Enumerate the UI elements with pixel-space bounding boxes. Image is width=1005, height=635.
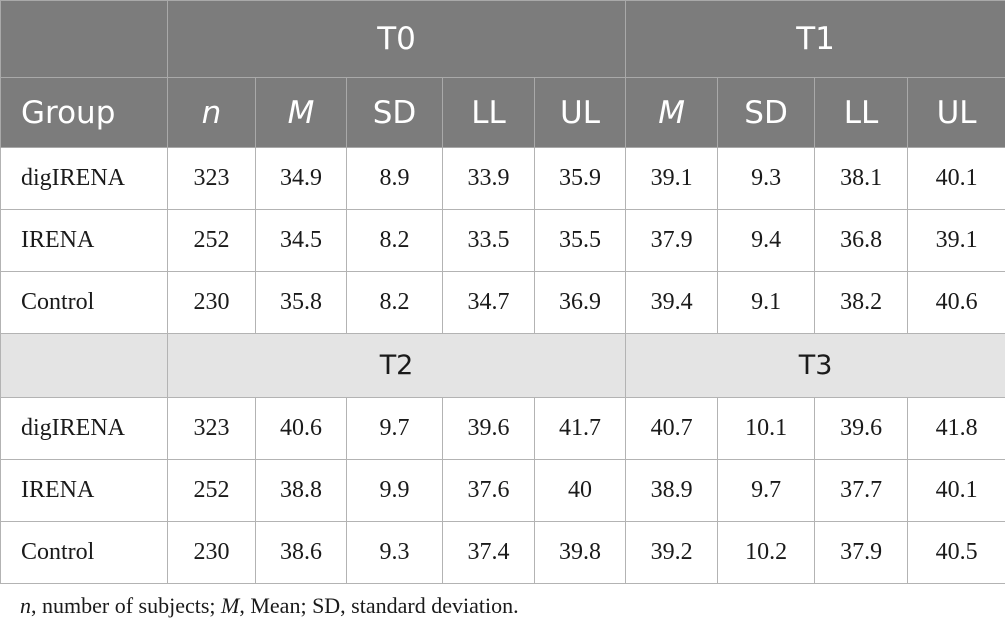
group-cell: digIRENA (0, 397, 168, 460)
col-header-t0-ll: LL (442, 77, 535, 148)
t1-ul-cell: 39.1 (907, 209, 1005, 272)
footnote-n-description: , number of subjects; (31, 593, 222, 618)
t1-sd-cell: 9.3 (717, 147, 816, 210)
t2-sd-cell: 9.7 (346, 397, 443, 460)
n-cell: 323 (167, 397, 256, 460)
time-header-t1: T1 (625, 0, 1005, 78)
time-header-t2: T2 (166, 333, 627, 398)
t3-ul-cell: 40.5 (907, 521, 1005, 584)
results-table: T0 T1 Group n M SD LL UL M SD LL UL digI… (0, 0, 1005, 584)
t1-m-cell: 39.4 (625, 271, 719, 334)
col-header-t0-sd: SD (346, 77, 443, 148)
t1-ul-cell: 40.6 (907, 271, 1005, 334)
col-header-t0-ul: UL (533, 77, 627, 148)
t1-ll-cell: 38.2 (814, 271, 909, 334)
table-row: IRENA 252 34.5 8.2 33.5 35.5 37.9 9.4 36… (0, 209, 1005, 272)
footnote-m-symbol: M (221, 593, 240, 618)
table-row: digIRENA 323 40.6 9.7 39.6 41.7 40.7 10.… (0, 397, 1005, 460)
table-footnote: n, number of subjects; M, Mean; SD, stan… (20, 593, 519, 619)
t2-ul-cell: 41.7 (533, 397, 627, 460)
t0-ll-cell: 33.9 (442, 147, 535, 210)
col-header-t0-m: M (255, 77, 347, 148)
time-header-row: T0 T1 (0, 0, 1005, 78)
t2-ll-cell: 39.6 (442, 397, 535, 460)
blank-header-cell (0, 0, 168, 78)
t2-ll-cell: 37.4 (442, 521, 535, 584)
t3-ll-cell: 39.6 (814, 397, 909, 460)
t1-sd-cell: 9.4 (717, 209, 816, 272)
column-header-row: Group n M SD LL UL M SD LL UL (0, 77, 1005, 148)
t2-ll-cell: 37.6 (442, 459, 535, 522)
n-cell: 252 (167, 209, 256, 272)
t0-sd-cell: 8.2 (346, 271, 443, 334)
t1-m-cell: 39.1 (625, 147, 719, 210)
t2-ul-cell: 39.8 (533, 521, 627, 584)
t1-ll-cell: 38.1 (814, 147, 909, 210)
t3-ul-cell: 40.1 (907, 459, 1005, 522)
t1-m-cell: 37.9 (625, 209, 719, 272)
group-cell: Control (0, 521, 168, 584)
t3-sd-cell: 9.7 (717, 459, 816, 522)
t0-ul-cell: 35.5 (533, 209, 627, 272)
n-cell: 252 (167, 459, 256, 522)
t0-ll-cell: 33.5 (442, 209, 535, 272)
blank-header-cell (0, 333, 168, 398)
t3-ll-cell: 37.7 (814, 459, 909, 522)
footnote-n-symbol: n (20, 593, 31, 618)
t2-m-cell: 38.6 (255, 521, 347, 584)
t0-m-cell: 34.9 (255, 147, 347, 210)
t3-sd-cell: 10.2 (717, 521, 816, 584)
t2-m-cell: 38.8 (255, 459, 347, 522)
col-header-t1-ul: UL (907, 77, 1005, 148)
col-header-group: Group (0, 77, 168, 148)
group-cell: digIRENA (0, 147, 168, 210)
t2-sd-cell: 9.9 (346, 459, 443, 522)
table-row: Control 230 38.6 9.3 37.4 39.8 39.2 10.2… (0, 521, 1005, 584)
t3-m-cell: 39.2 (625, 521, 719, 584)
t2-ul-cell: 40 (533, 459, 627, 522)
group-cell: IRENA (0, 209, 168, 272)
col-header-t1-m: M (625, 77, 719, 148)
table-row: IRENA 252 38.8 9.9 37.6 40 38.9 9.7 37.7… (0, 459, 1005, 522)
time-header-t3: T3 (625, 333, 1005, 398)
t0-m-cell: 34.5 (255, 209, 347, 272)
t1-sd-cell: 9.1 (717, 271, 816, 334)
t0-ul-cell: 35.9 (533, 147, 627, 210)
t3-m-cell: 40.7 (625, 397, 719, 460)
t1-ul-cell: 40.1 (907, 147, 1005, 210)
time-header-row-2: T2 T3 (0, 333, 1005, 398)
n-cell: 323 (167, 147, 256, 210)
n-cell: 230 (167, 271, 256, 334)
t3-sd-cell: 10.1 (717, 397, 816, 460)
t0-sd-cell: 8.2 (346, 209, 443, 272)
table-row: digIRENA 323 34.9 8.9 33.9 35.9 39.1 9.3… (0, 147, 1005, 210)
t0-m-cell: 35.8 (255, 271, 347, 334)
group-cell: Control (0, 271, 168, 334)
t2-m-cell: 40.6 (255, 397, 347, 460)
t0-ll-cell: 34.7 (442, 271, 535, 334)
t3-ll-cell: 37.9 (814, 521, 909, 584)
t0-ul-cell: 36.9 (533, 271, 627, 334)
t1-ll-cell: 36.8 (814, 209, 909, 272)
t0-sd-cell: 8.9 (346, 147, 443, 210)
col-header-n: n (167, 77, 256, 148)
col-header-t1-sd: SD (717, 77, 816, 148)
time-header-t0: T0 (166, 0, 627, 78)
footnote-m-description: , Mean; SD, standard deviation. (239, 593, 519, 618)
col-header-t1-ll: LL (814, 77, 909, 148)
n-cell: 230 (167, 521, 256, 584)
t3-ul-cell: 41.8 (907, 397, 1005, 460)
t2-sd-cell: 9.3 (346, 521, 443, 584)
group-cell: IRENA (0, 459, 168, 522)
table-row: Control 230 35.8 8.2 34.7 36.9 39.4 9.1 … (0, 271, 1005, 334)
t3-m-cell: 38.9 (625, 459, 719, 522)
